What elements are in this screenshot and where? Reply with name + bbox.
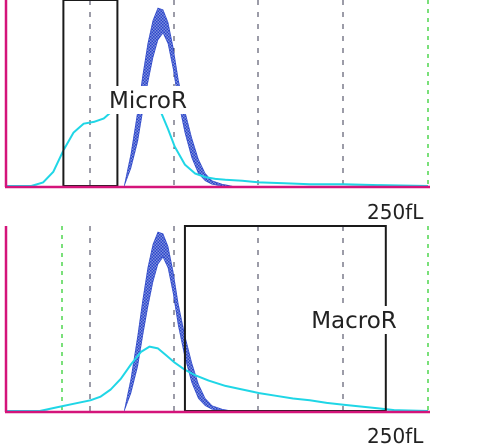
macror-sample-curve — [6, 345, 429, 412]
macror-axes — [4, 226, 430, 414]
macror-histogram-panel: MacroR 250fL — [4, 225, 430, 446]
micror-axes — [4, 0, 430, 189]
micror-x-end-label: 250fL — [367, 200, 424, 224]
micror-label-background — [105, 86, 191, 114]
micror-label: MicroR — [109, 88, 187, 114]
micror-histogram-panel: MicroR 250fL — [4, 0, 430, 224]
macror-grid — [61, 226, 429, 411]
macror-label-background — [307, 306, 401, 334]
macror-label: MacroR — [311, 308, 397, 334]
macror-x-end-label: 250fL — [367, 424, 424, 446]
micror-sample-curve — [6, 87, 429, 187]
micror-grid — [89, 0, 429, 186]
macror-reference-band — [123, 231, 233, 412]
